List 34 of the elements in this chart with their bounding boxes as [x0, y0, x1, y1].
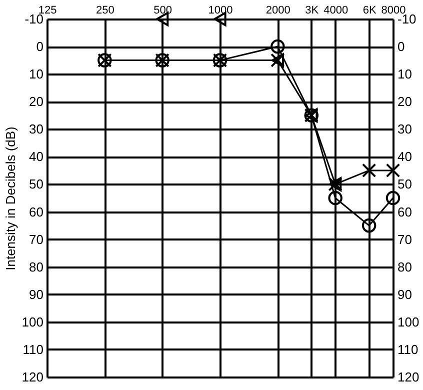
x-tick-label: 6K — [362, 4, 377, 16]
y2-tick-label: 70 — [398, 232, 412, 247]
y-tick-label: 80 — [29, 259, 44, 274]
y2-tick-label: 60 — [398, 204, 412, 220]
x-tick-label: 250 — [96, 4, 114, 16]
y2-tick-label: 100 — [398, 314, 420, 330]
x-tick-label: 3K — [305, 4, 320, 16]
y2-tick-label: 0 — [398, 39, 405, 54]
y2-tick-label: 30 — [398, 122, 412, 137]
y2-tick-label: 20 — [398, 94, 412, 110]
y-tick-label: 110 — [22, 342, 44, 357]
y2-tick-label: 10 — [398, 66, 412, 82]
y-tick-label: 100 — [22, 314, 44, 330]
y-tick-label: 60 — [29, 204, 44, 220]
y2-tick-label: 110 — [398, 342, 418, 357]
y2-tick-label: 120 — [398, 370, 420, 384]
y-tick-label: 50 — [29, 176, 44, 192]
y-tick-label: 90 — [29, 286, 44, 302]
y-axis-title: Intensity in Decibels (dB) — [2, 126, 18, 270]
y-tick-label: 10 — [29, 66, 44, 82]
y2-tick-label: 80 — [398, 259, 412, 274]
x-tick-label: 4000 — [324, 4, 348, 16]
y-tick-label: 40 — [29, 149, 44, 164]
y-tick-label: 70 — [29, 232, 44, 247]
x-tick-label: 1000 — [208, 4, 233, 16]
y-tick-label: 120 — [22, 370, 44, 384]
x-tick-label: 500 — [154, 4, 172, 16]
y-tick-label: 30 — [29, 122, 44, 137]
y-tick-label: 0 — [36, 39, 44, 54]
y2-tick-label: 90 — [398, 286, 412, 302]
y2-tick-label: 40 — [398, 149, 412, 164]
y2-tick-label: 50 — [398, 176, 412, 192]
x-tick-label: 2000 — [266, 4, 290, 16]
y-tick-label: 20 — [29, 94, 44, 110]
